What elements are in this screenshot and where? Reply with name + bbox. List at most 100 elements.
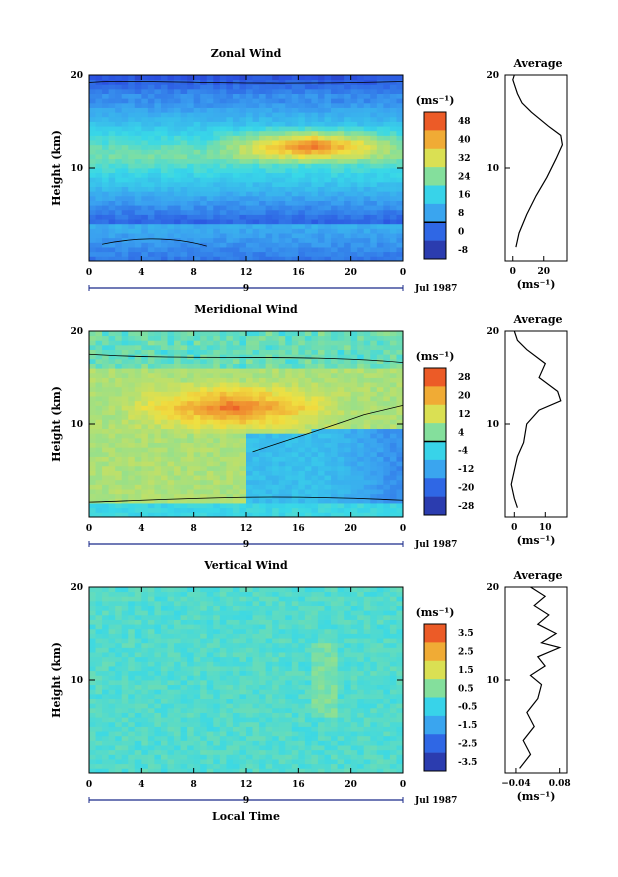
heatmap-cell bbox=[298, 508, 305, 513]
heatmap-cell bbox=[115, 252, 122, 257]
heatmap-cell bbox=[390, 433, 397, 438]
heatmap-cell bbox=[187, 471, 194, 476]
heatmap-cell bbox=[311, 219, 318, 224]
heatmap-cell bbox=[318, 419, 325, 424]
heatmap-cell bbox=[396, 149, 403, 154]
heatmap-cell bbox=[207, 140, 214, 145]
heatmap-cell bbox=[168, 754, 175, 759]
heatmap-cell bbox=[141, 620, 148, 625]
heatmap-cell bbox=[364, 503, 371, 508]
heatmap-cell bbox=[213, 657, 220, 662]
heatmap-cell bbox=[318, 475, 325, 480]
heatmap-cell bbox=[292, 489, 299, 494]
heatmap-cell bbox=[259, 489, 266, 494]
heatmap-cell bbox=[141, 615, 148, 620]
heatmap-cell bbox=[141, 387, 148, 392]
heatmap-cell bbox=[96, 759, 103, 764]
heatmap-cell bbox=[154, 382, 161, 387]
heatmap-cell bbox=[187, 108, 194, 113]
heatmap-cell bbox=[213, 149, 220, 154]
heatmap-cell bbox=[318, 415, 325, 420]
heatmap-cell bbox=[148, 345, 155, 350]
heatmap-cell bbox=[128, 652, 135, 657]
heatmap-cell bbox=[181, 424, 188, 429]
heatmap-cell bbox=[148, 596, 155, 601]
heatmap-cell bbox=[135, 606, 142, 611]
heatmap-cell bbox=[259, 452, 266, 457]
heatmap-cell bbox=[351, 187, 358, 192]
heatmap-cell bbox=[115, 443, 122, 448]
heatmap-cell bbox=[239, 140, 246, 145]
heatmap-cell bbox=[285, 247, 292, 252]
heatmap-cell bbox=[351, 340, 358, 345]
heatmap-cell bbox=[272, 354, 279, 359]
heatmap-cell bbox=[318, 219, 325, 224]
heatmap-cell bbox=[383, 503, 390, 508]
heatmap-cell bbox=[194, 201, 201, 206]
heatmap-cell bbox=[187, 703, 194, 708]
heatmap-cell bbox=[318, 131, 325, 136]
heatmap-cell bbox=[174, 98, 181, 103]
heatmap-cell bbox=[246, 103, 253, 108]
heatmap-cell bbox=[89, 331, 96, 336]
heatmap-cell bbox=[135, 159, 142, 164]
heatmap-cell bbox=[168, 205, 175, 210]
heatmap-cell bbox=[357, 466, 364, 471]
heatmap-cell bbox=[318, 387, 325, 392]
heatmap-cell bbox=[141, 759, 148, 764]
heatmap-cell bbox=[390, 108, 397, 113]
heatmap-cell bbox=[207, 117, 214, 122]
heatmap-cell bbox=[174, 187, 181, 192]
heatmap-cell bbox=[318, 173, 325, 178]
heatmap-cell bbox=[187, 163, 194, 168]
heatmap-cell bbox=[148, 228, 155, 233]
heatmap-cell bbox=[390, 140, 397, 145]
heatmap-cell bbox=[364, 89, 371, 94]
chart-title: Meridional Wind bbox=[194, 303, 298, 316]
heatmap-cell bbox=[135, 387, 142, 392]
heatmap-cell bbox=[187, 177, 194, 182]
heatmap-cell bbox=[102, 731, 109, 736]
heatmap-cell bbox=[135, 503, 142, 508]
heatmap-cell bbox=[331, 503, 338, 508]
heatmap-cell bbox=[298, 168, 305, 173]
heatmap-cell bbox=[305, 480, 312, 485]
heatmap-cell bbox=[154, 447, 161, 452]
heatmap-cell bbox=[377, 345, 384, 350]
heatmap-cell bbox=[122, 396, 129, 401]
heatmap-cell bbox=[285, 461, 292, 466]
heatmap-cell bbox=[194, 610, 201, 615]
heatmap-cell bbox=[239, 587, 246, 592]
heatmap-cell bbox=[383, 242, 390, 247]
heatmap-cell bbox=[318, 498, 325, 503]
heatmap-cell bbox=[96, 368, 103, 373]
heatmap-cell bbox=[272, 508, 279, 513]
heatmap-cell bbox=[181, 480, 188, 485]
heatmap-cell bbox=[377, 503, 384, 508]
heatmap-cell bbox=[233, 634, 240, 639]
heatmap-cell bbox=[390, 187, 397, 192]
heatmap-cell bbox=[109, 620, 116, 625]
heatmap-cell bbox=[135, 117, 142, 122]
heatmap-cell bbox=[89, 447, 96, 452]
heatmap-cell bbox=[194, 391, 201, 396]
heatmap-cell bbox=[246, 187, 253, 192]
heatmap-cell bbox=[174, 350, 181, 355]
heatmap-cell bbox=[357, 419, 364, 424]
heatmap-cell bbox=[174, 689, 181, 694]
heatmap-cell bbox=[377, 405, 384, 410]
heatmap-cell bbox=[285, 373, 292, 378]
heatmap-cell bbox=[194, 117, 201, 122]
heatmap-cell bbox=[102, 745, 109, 750]
heatmap-cell bbox=[239, 373, 246, 378]
heatmap-cell bbox=[364, 149, 371, 154]
heatmap-cell bbox=[154, 191, 161, 196]
heatmap-cell bbox=[115, 89, 122, 94]
heatmap-cell bbox=[266, 378, 273, 383]
heatmap-cell bbox=[305, 410, 312, 415]
heatmap-cell bbox=[128, 126, 135, 131]
heatmap-cell bbox=[109, 657, 116, 662]
heatmap-cell bbox=[279, 345, 286, 350]
heatmap-cell bbox=[128, 689, 135, 694]
heatmap-cell bbox=[318, 215, 325, 220]
